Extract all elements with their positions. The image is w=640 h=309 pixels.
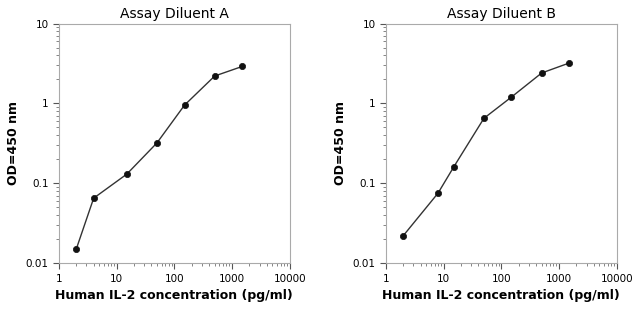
Title: Assay Diluent A: Assay Diluent A bbox=[120, 7, 228, 21]
Y-axis label: OD=450 nm: OD=450 nm bbox=[7, 101, 20, 185]
Y-axis label: OD=450 nm: OD=450 nm bbox=[334, 101, 347, 185]
X-axis label: Human IL-2 concentration (pg/ml): Human IL-2 concentration (pg/ml) bbox=[383, 289, 620, 302]
X-axis label: Human IL-2 concentration (pg/ml): Human IL-2 concentration (pg/ml) bbox=[56, 289, 293, 302]
Title: Assay Diluent B: Assay Diluent B bbox=[447, 7, 556, 21]
